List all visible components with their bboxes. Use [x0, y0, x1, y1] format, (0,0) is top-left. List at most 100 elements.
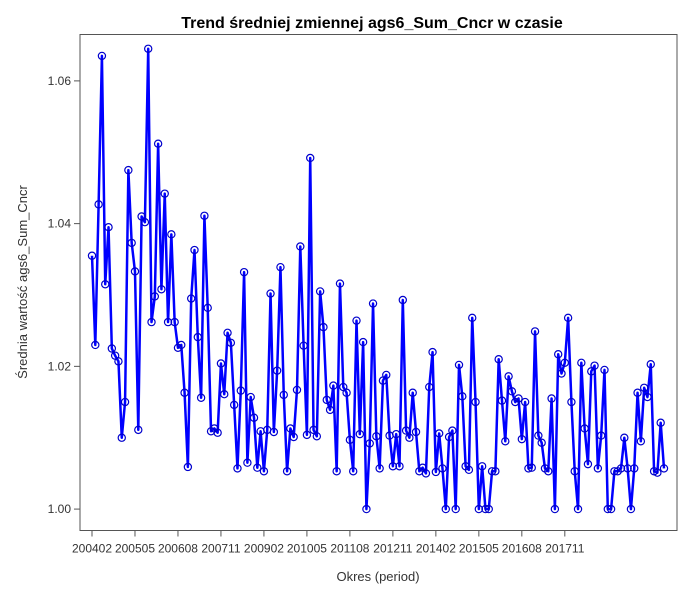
data-point [134, 425, 143, 435]
data-point [325, 405, 335, 415]
data-point [451, 504, 460, 514]
data-point [491, 467, 500, 476]
data-point [322, 395, 331, 405]
data-point [524, 464, 533, 473]
data-point [200, 211, 209, 220]
data-point [190, 245, 199, 255]
data-point [375, 464, 384, 473]
data-point [130, 267, 140, 276]
x-tick-label: 201505 [459, 542, 499, 556]
data-point [477, 462, 487, 471]
y-tick-label: 1.02 [48, 359, 72, 373]
data-point [286, 424, 295, 433]
data-point [104, 222, 113, 232]
data-point [425, 382, 434, 392]
data-point [299, 341, 308, 350]
data-point [101, 280, 110, 289]
data-point [606, 504, 616, 514]
data-point [223, 328, 232, 338]
data-point [315, 287, 325, 296]
data-point [530, 327, 540, 336]
data-point [144, 44, 153, 53]
data-point [203, 303, 212, 313]
data-point [458, 392, 467, 401]
data-point [421, 469, 431, 478]
data-point [444, 432, 454, 442]
data-point [157, 285, 166, 294]
data-point [590, 361, 599, 370]
x-tick-label: 201005 [287, 542, 327, 556]
data-point [514, 394, 523, 403]
data-point [653, 468, 662, 477]
data-point [306, 153, 315, 163]
data-point [160, 189, 169, 198]
data-point [312, 432, 322, 441]
data-point [501, 437, 510, 446]
data-point [391, 429, 401, 439]
data-point [507, 387, 517, 396]
data-point [335, 279, 345, 288]
y-tick-label: 1.04 [48, 217, 72, 231]
data-point [296, 242, 305, 251]
data-point [557, 369, 566, 378]
data-point [600, 365, 609, 375]
data-point [626, 504, 636, 514]
data-point [253, 463, 262, 472]
data-point [411, 427, 421, 437]
data-point [289, 432, 298, 442]
y-tick-label: 1.06 [48, 74, 72, 88]
data-point [196, 393, 206, 402]
series-line [90, 47, 666, 511]
data-point [177, 340, 186, 350]
data-point [193, 332, 202, 342]
data-point [309, 425, 318, 435]
data-point [243, 458, 252, 467]
data-point [120, 397, 130, 407]
data-point [213, 428, 222, 437]
y-axis-label: Średnia wartość ags6_Sum_Cncr [15, 185, 30, 379]
data-point [570, 467, 579, 476]
data-point [547, 394, 556, 403]
data-point [170, 317, 179, 327]
data-point [646, 360, 655, 369]
series-layer [87, 44, 669, 514]
data-point [454, 360, 464, 370]
data-point [272, 366, 282, 375]
data-point [87, 251, 97, 260]
data-point [259, 467, 269, 476]
data-point [434, 429, 444, 438]
data-point [246, 392, 255, 402]
data-point [560, 358, 570, 367]
data-point [372, 432, 381, 441]
data-point [438, 464, 447, 473]
data-point [550, 504, 560, 514]
data-point [94, 200, 103, 209]
data-point [577, 358, 586, 367]
data-point [484, 504, 493, 514]
data-point [405, 433, 414, 442]
data-point [349, 467, 358, 476]
data-point [603, 504, 612, 514]
data-point [659, 464, 669, 473]
data-point [382, 370, 391, 380]
data-point [494, 355, 503, 364]
data-point [643, 392, 652, 402]
data-point [183, 462, 193, 472]
data-point [401, 426, 411, 435]
x-axis-label: Okres (period) [336, 569, 419, 584]
data-point [114, 357, 123, 366]
data-point [147, 317, 156, 327]
data-point [633, 388, 642, 397]
data-point [229, 400, 239, 410]
x-tick-label: 201211 [373, 542, 412, 556]
data-point [279, 390, 288, 400]
data-point [563, 313, 573, 323]
data-point [266, 289, 275, 298]
data-point [567, 397, 576, 407]
data-point [332, 467, 341, 476]
data-point [150, 292, 160, 301]
x-tick-label: 201402 [416, 542, 456, 556]
data-point [580, 424, 589, 433]
data-point [481, 504, 490, 514]
data-point [319, 322, 328, 332]
